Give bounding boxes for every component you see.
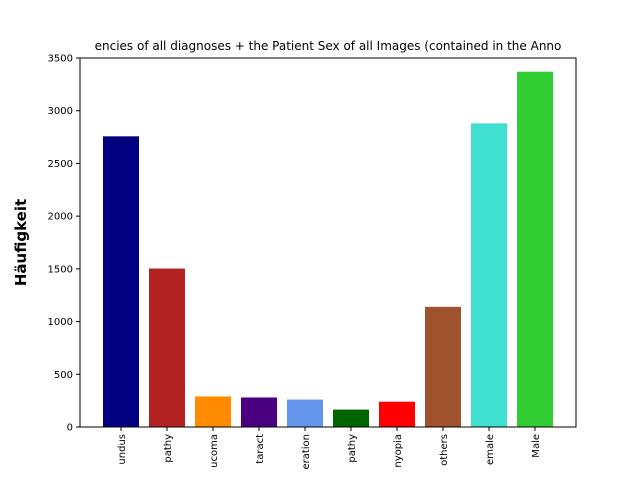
bar-2 xyxy=(195,396,231,427)
bar-1 xyxy=(149,268,185,427)
y-tick-label: 2500 xyxy=(48,159,73,170)
y-tick-label: 0 xyxy=(67,423,73,434)
bar-0 xyxy=(103,136,139,427)
x-tick-label: taract xyxy=(255,434,266,464)
x-tick-label: others xyxy=(439,434,450,466)
bars-layer xyxy=(103,71,553,427)
y-axis-label: Häufigkeit xyxy=(12,199,30,286)
plot-frame xyxy=(79,57,577,428)
x-tick-label: eration xyxy=(301,434,312,470)
bar-3 xyxy=(241,397,277,427)
y-tick-label: 500 xyxy=(54,370,73,381)
chart-title: encies of all diagnoses + the Patient Se… xyxy=(95,39,562,53)
x-tick-label: ucoma xyxy=(209,434,220,468)
y-tick-label: 3000 xyxy=(48,106,73,117)
x-tick-label: undus xyxy=(117,434,128,465)
x-tick-label: nyopia xyxy=(393,434,404,468)
y-tick-label: 1500 xyxy=(48,264,73,275)
y-tick-label: 1000 xyxy=(48,317,73,328)
bar-4 xyxy=(287,399,323,427)
x-tick-label: emale xyxy=(485,434,496,465)
x-tick-label: Male xyxy=(531,434,542,458)
x-tick-label: pathy xyxy=(163,434,174,463)
x-tick-label: pathy xyxy=(347,434,358,463)
bar-7 xyxy=(425,306,461,427)
y-tick-label: 3500 xyxy=(48,54,73,65)
bar-6 xyxy=(379,401,415,427)
bar-9 xyxy=(517,71,553,427)
x-ticks: undus pathy ucoma taract eration pathy nyopia o… xyxy=(117,427,542,470)
y-tick-label: 2000 xyxy=(48,212,73,223)
bar-8 xyxy=(471,123,507,427)
bar-5 xyxy=(333,409,369,427)
y-ticks: 0 500 1000 1500 2000 2500 3000 3500 xyxy=(48,54,80,434)
